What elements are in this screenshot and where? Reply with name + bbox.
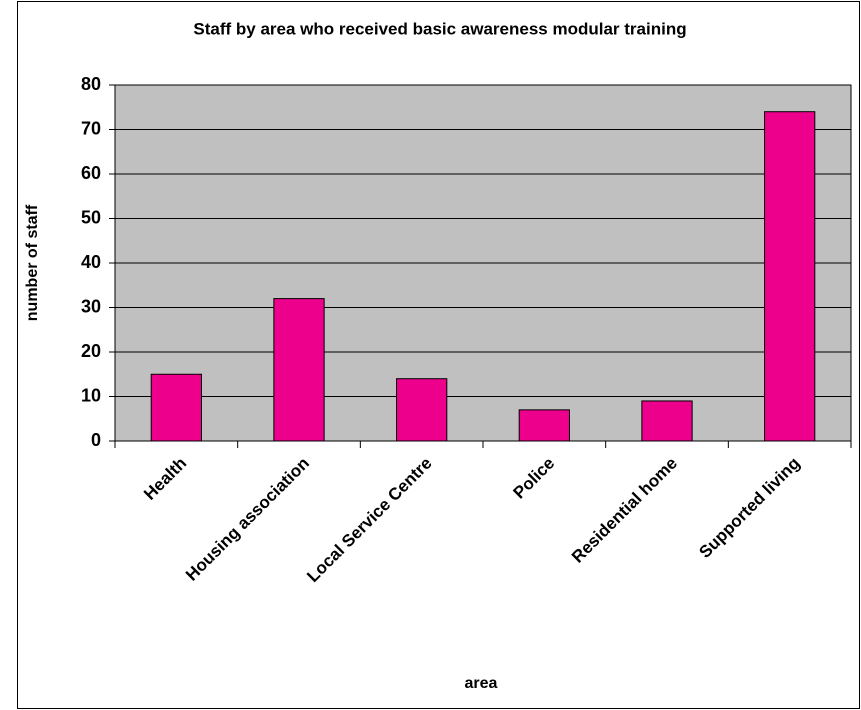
y-tick-label: 80 (81, 74, 101, 94)
bar (641, 400, 693, 442)
x-axis-label: area (465, 675, 498, 692)
bar (150, 373, 202, 442)
y-axis-label: number of staff (24, 204, 41, 321)
bar (273, 298, 325, 442)
bar (396, 378, 448, 442)
bar (764, 111, 816, 442)
y-tick-label: 20 (81, 341, 101, 361)
y-tick-label: 0 (91, 430, 101, 450)
y-tick-label: 70 (81, 118, 101, 138)
y-tick-label: 10 (81, 385, 101, 405)
y-tick-label: 40 (81, 252, 101, 272)
y-tick-label: 60 (81, 163, 101, 183)
y-tick-label: 50 (81, 207, 101, 227)
bar (518, 409, 570, 442)
chart-title: Staff by area who received basic awarene… (193, 19, 686, 38)
y-tick-label: 30 (81, 296, 101, 316)
